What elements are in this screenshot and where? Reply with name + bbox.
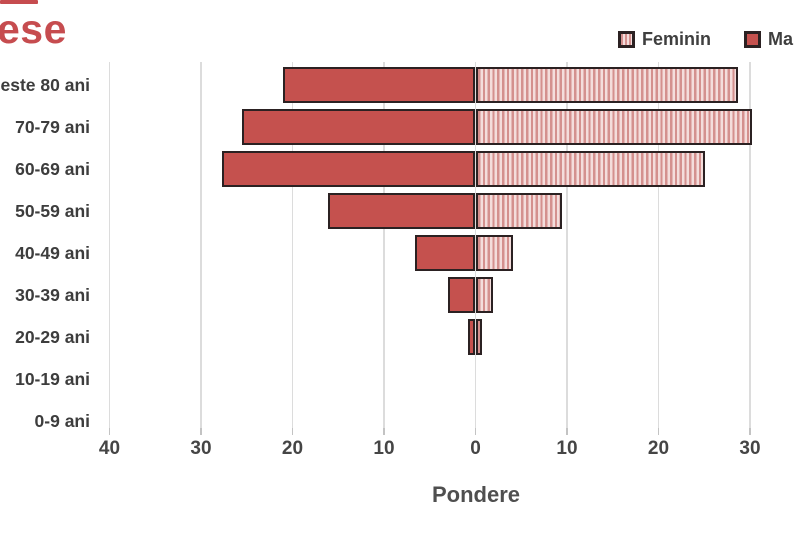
x-axis-tick	[657, 428, 660, 435]
bar-feminin-40-49-ani	[475, 234, 513, 272]
bar-feminin-20-29-ani	[475, 318, 482, 356]
bar-feminin-30-39-ani	[475, 276, 493, 314]
x-axis-tick	[108, 428, 111, 435]
y-axis-label-10-19-ani: 10-19 ani	[15, 369, 90, 389]
bar-ma-40-49-ani	[415, 234, 476, 272]
legend-item-feminin: Feminin	[618, 29, 711, 50]
y-axis-label-50-59-ani: 50-59 ani	[15, 201, 90, 221]
gridline-10-left	[383, 62, 385, 428]
bar-ma-70-79-ani	[242, 108, 476, 146]
bar-ma-30-39-ani	[448, 276, 476, 314]
gridline-30-left	[200, 62, 202, 428]
gridline-20-right	[657, 62, 660, 428]
cut-text-fragment	[0, 0, 38, 4]
bar-ma-20-29-ani	[468, 318, 476, 356]
x-axis-title: Pondere	[431, 482, 521, 507]
legend-label-feminin: Feminin	[642, 29, 712, 49]
gridline-30-right	[749, 62, 751, 428]
bar-feminin-50-59-ani	[475, 192, 563, 230]
x-tick-label-40-left: 40	[98, 438, 121, 459]
x-tick-label-20-left: 20	[281, 438, 304, 459]
y-axis-label-60-69-ani: 60-69 ani	[15, 159, 90, 179]
y-axis-label-70-79-ani: 70-79 ani	[15, 117, 90, 137]
x-tick-label-10-right: 10	[556, 438, 578, 459]
bar-feminin-este-80-ani	[475, 66, 739, 104]
x-axis-tick	[566, 428, 568, 435]
gridline-40-left	[108, 62, 111, 428]
y-axis-label-40-49-ani: 40-49 ani	[15, 243, 90, 263]
feminin-swatch-icon	[618, 31, 635, 48]
masculin-swatch-icon	[744, 31, 761, 48]
bar-ma-50-59-ani	[328, 192, 476, 230]
y-axis-label-0-9-ani: 0-9 ani	[34, 411, 90, 431]
x-tick-label-30-left: 30	[190, 438, 212, 459]
x-tick-label-30-right: 30	[739, 438, 761, 459]
legend-item-masculin: Ma	[744, 29, 793, 50]
bar-feminin-70-79-ani	[475, 108, 752, 146]
gridline-10-right	[566, 62, 568, 428]
x-tick-label-0: 0	[470, 438, 481, 459]
x-axis-tick	[383, 428, 385, 435]
x-axis-tick	[474, 428, 477, 435]
y-axis-label-20-29-ani: 20-29 ani	[15, 327, 90, 347]
y-axis-label-este-80-ani: este 80 ani	[0, 75, 91, 95]
x-axis-tick	[200, 428, 202, 435]
legend-label-masculin: Ma	[768, 29, 794, 49]
bar-ma-este-80-ani	[283, 66, 476, 104]
y-axis-label-30-39-ani: 30-39 ani	[15, 285, 90, 305]
page-title: ese	[0, 6, 67, 52]
x-axis-tick	[291, 428, 294, 435]
bar-feminin-60-69-ani	[475, 150, 706, 188]
bar-ma-60-69-ani	[222, 150, 476, 188]
gridline-20-left	[291, 62, 294, 428]
x-tick-label-10-left: 10	[373, 438, 395, 459]
x-axis-tick	[749, 428, 751, 435]
x-tick-label-20-right: 20	[647, 438, 670, 459]
